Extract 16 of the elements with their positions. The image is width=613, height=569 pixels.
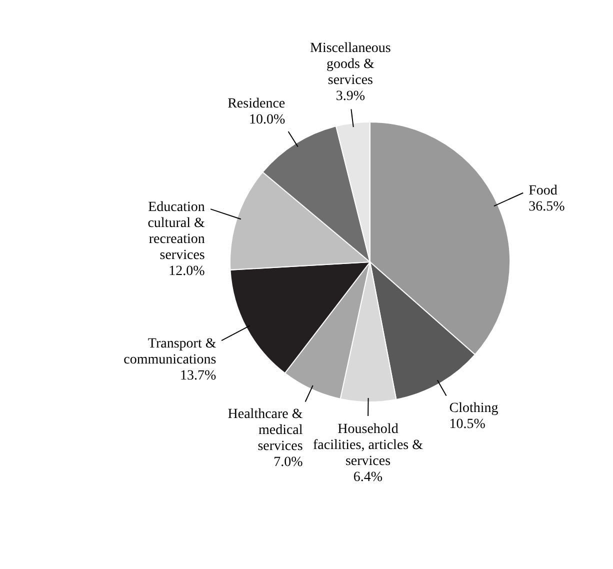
slice-label: Household facilities, articles & services bbox=[312, 422, 424, 469]
data-label: 3.9% bbox=[336, 89, 366, 104]
data-label: 6.4% bbox=[353, 470, 383, 485]
slice-label: Clothing bbox=[449, 400, 498, 416]
slice-label: Healthcare & medical services bbox=[228, 407, 303, 454]
slice-label: Residence bbox=[228, 96, 286, 112]
slice-label: Food bbox=[528, 183, 558, 198]
slice-label: Education cultural & recreation services bbox=[148, 200, 205, 264]
data-label: 7.0% bbox=[274, 455, 304, 470]
data-label: 13.7% bbox=[180, 368, 217, 384]
slice-label: Transport & communications bbox=[124, 336, 216, 368]
slice-label: Miscellaneous goods & services bbox=[310, 41, 391, 88]
data-label: 10.0% bbox=[248, 112, 286, 128]
data-label: 10.5% bbox=[449, 416, 486, 432]
data-label: 12.0% bbox=[168, 264, 206, 280]
data-label: 36.5% bbox=[528, 199, 566, 214]
